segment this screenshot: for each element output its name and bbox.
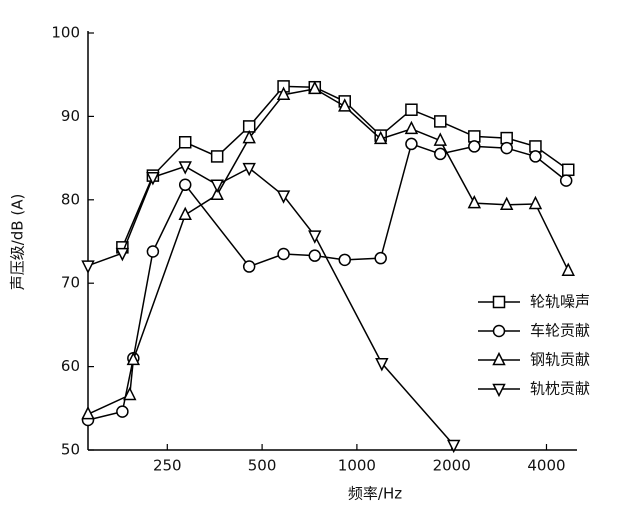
marker xyxy=(126,351,141,366)
marker xyxy=(242,162,256,177)
x-axis-label: 频率/Hz xyxy=(348,485,402,503)
marker xyxy=(276,190,291,204)
marker xyxy=(561,163,575,177)
series-line xyxy=(87,88,569,415)
marker xyxy=(433,132,447,146)
marker xyxy=(467,194,482,209)
x-tick-label: 250 xyxy=(153,457,182,475)
y-tick-label: 50 xyxy=(61,441,80,459)
series-line xyxy=(87,165,455,446)
marker xyxy=(374,251,387,265)
marker xyxy=(405,103,418,116)
y-axis-label: 声压级/dB (A) xyxy=(9,194,27,291)
marker xyxy=(81,260,95,274)
marker xyxy=(210,150,224,163)
marker xyxy=(528,195,543,210)
series-line xyxy=(87,142,567,421)
legend-label: 车轮贡献 xyxy=(530,322,590,340)
marker xyxy=(373,130,388,145)
marker xyxy=(559,174,573,187)
marker xyxy=(178,206,192,221)
legend-label: 轨枕贡献 xyxy=(530,380,590,398)
y-tick-label: 60 xyxy=(61,357,80,375)
marker xyxy=(178,178,192,192)
y-tick-label: 90 xyxy=(61,107,80,125)
marker xyxy=(434,115,447,128)
marker xyxy=(210,186,224,201)
y-tick-label: 80 xyxy=(61,190,80,208)
marker xyxy=(242,260,256,273)
legend-label: 钢轨贡献 xyxy=(530,351,590,369)
marker xyxy=(468,140,481,153)
marker xyxy=(146,245,160,258)
marker xyxy=(308,249,322,262)
legend-marker xyxy=(492,351,506,366)
x-tick-label: 1000 xyxy=(338,457,376,475)
legend-marker xyxy=(492,324,506,338)
marker xyxy=(146,172,160,186)
marker xyxy=(338,98,352,112)
marker xyxy=(123,386,137,401)
marker xyxy=(308,230,322,244)
marker xyxy=(277,247,290,261)
marker xyxy=(529,150,542,163)
marker xyxy=(338,253,351,267)
marker xyxy=(116,405,129,418)
legend-marker xyxy=(492,383,506,398)
legend-marker xyxy=(492,295,506,309)
marker xyxy=(242,129,256,144)
x-tick-label: 500 xyxy=(248,457,277,475)
marker xyxy=(404,120,419,135)
marker xyxy=(308,80,322,95)
marker xyxy=(499,196,514,211)
legend-label: 轮轨噪声 xyxy=(530,293,590,311)
marker xyxy=(434,147,447,161)
marker xyxy=(561,262,575,276)
marker xyxy=(375,358,389,372)
x-tick-label: 2000 xyxy=(433,457,471,475)
marker xyxy=(210,179,224,193)
marker xyxy=(405,137,418,151)
marker xyxy=(81,405,95,420)
x-tick-label: 4000 xyxy=(527,457,565,475)
marker xyxy=(178,136,192,149)
y-tick-label: 100 xyxy=(51,24,80,42)
y-tick-label: 70 xyxy=(61,274,80,292)
marker xyxy=(178,161,192,175)
marker xyxy=(115,247,130,262)
marker xyxy=(276,86,291,100)
marker xyxy=(500,141,513,155)
marker xyxy=(447,439,461,454)
